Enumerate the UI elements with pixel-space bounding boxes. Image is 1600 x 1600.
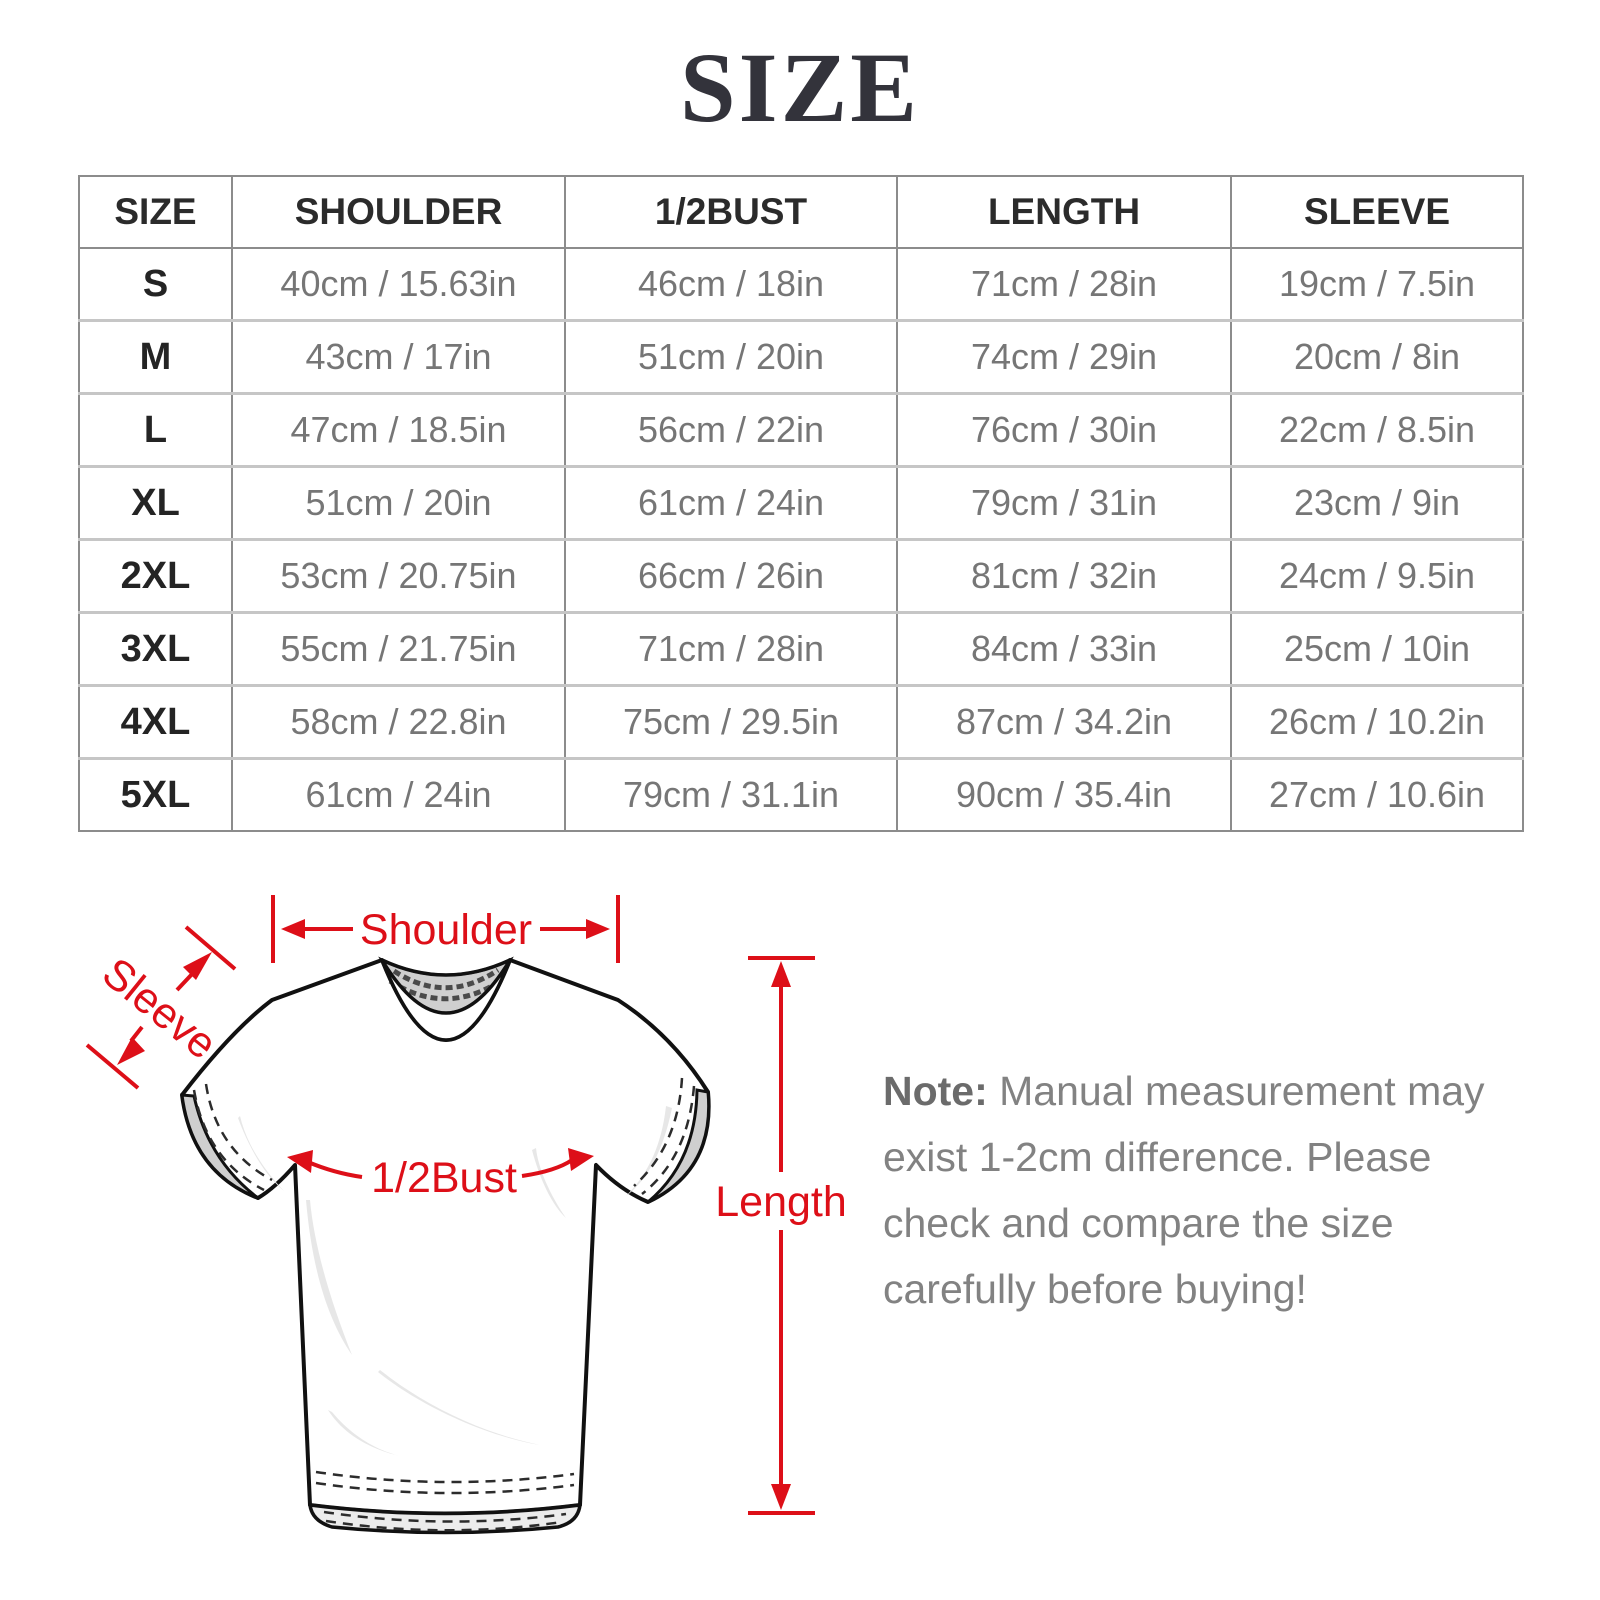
measure-cell: 46cm / 18in xyxy=(564,248,897,321)
right-cuff-opening xyxy=(647,1088,711,1204)
shoulder-arrowhead-right xyxy=(586,919,610,939)
measure-cell: 71cm / 28in xyxy=(564,611,897,686)
measure-cell: 22cm / 8.5in xyxy=(1230,392,1523,467)
collar-tape-stitch xyxy=(392,967,500,991)
measure-cell: 27cm / 10.6in xyxy=(1230,757,1523,831)
measure-cell: 47cm / 18.5in xyxy=(231,392,565,467)
measure-cell: 26cm / 10.2in xyxy=(1230,684,1523,759)
measure-cell: 19cm / 7.5in xyxy=(1230,248,1523,321)
right-cuff-stitch-2 xyxy=(633,1077,684,1187)
hem-stitch-upper-2 xyxy=(315,1481,575,1495)
bust-arrowhead-right xyxy=(568,1148,594,1171)
length-arrowhead-down xyxy=(771,1484,791,1510)
bust-arrowhead-left xyxy=(287,1150,313,1173)
bust-line-left xyxy=(307,1160,363,1179)
sleeve-lower-tick xyxy=(85,1043,140,1090)
table-row: M 43cm / 17in 51cm / 20in 74cm / 29in 20cm /… xyxy=(79,319,1523,394)
measure-cell: 66cm / 26in xyxy=(564,538,897,613)
table-row: L 47cm / 18.5in 56cm / 22in 76cm / 30in 22cm… xyxy=(79,392,1523,467)
sleeve-arrowhead-up xyxy=(183,952,212,980)
shoulder-label: Shoulder xyxy=(360,906,532,954)
size-table: SIZE SHOULDER 1/2BUST LENGTH SLEEVE S 40cm / … xyxy=(78,175,1524,832)
measure-cell: 75cm / 29.5in xyxy=(564,684,897,759)
back-neck-line xyxy=(381,958,511,977)
hem-fold xyxy=(307,1502,583,1535)
measure-cell: 56cm / 22in xyxy=(564,392,897,467)
measure-cell: 90cm / 35.4in xyxy=(896,757,1231,831)
sleeve-upper-tick xyxy=(184,925,237,971)
sleeve-label: Sleeve xyxy=(93,949,225,1069)
measure-cell: 23cm / 9in xyxy=(1230,465,1523,540)
wrinkle-right-chest xyxy=(532,1148,566,1218)
column-header: 1/2BUST xyxy=(564,176,897,249)
size-cell: 5XL xyxy=(79,757,232,831)
bust-label: 1/2Bust xyxy=(371,1154,517,1202)
size-cell: 2XL xyxy=(79,538,232,613)
header-row: SIZE SHOULDER 1/2BUST LENGTH SLEEVE xyxy=(79,176,1523,249)
measure-cell: 79cm / 31.1in xyxy=(564,757,897,831)
measure-cell: 40cm / 15.63in xyxy=(231,248,565,321)
column-header: SIZE xyxy=(79,176,232,249)
measure-cell: 61cm / 24in xyxy=(231,757,565,831)
size-cell: L xyxy=(79,392,232,467)
table-row: 4XL 58cm / 22.8in 75cm / 29.5in 87cm / 34.2… xyxy=(79,684,1523,759)
measure-cell: 25cm / 10in xyxy=(1230,611,1523,686)
measure-cell: 43cm / 17in xyxy=(231,319,565,394)
measure-cell: 55cm / 21.75in xyxy=(231,611,565,686)
length-label: Length xyxy=(715,1178,847,1226)
measure-cell: 20cm / 8in xyxy=(1230,319,1523,394)
measure-cell: 76cm / 30in xyxy=(896,392,1231,467)
size-cell: XL xyxy=(79,465,232,540)
wrinkle-right-sleeve xyxy=(626,1106,672,1196)
shoulder-measure: Shoulder xyxy=(271,895,620,963)
measure-cell: 51cm / 20in xyxy=(564,319,897,394)
measure-cell: 79cm / 31in xyxy=(896,465,1231,540)
left-cuff-stitch-2 xyxy=(204,1083,273,1182)
hem-stitch-upper xyxy=(315,1470,575,1484)
note-paragraph: Note: Manual measurement may exist 1-2cm… xyxy=(883,1058,1501,1322)
note-text: Manual measurement may exist 1-2cm diffe… xyxy=(883,1068,1485,1312)
sleeve-arrowhead-down xyxy=(117,1037,145,1065)
measure-cell: 53cm / 20.75in xyxy=(231,538,565,613)
bust-line-right xyxy=(521,1158,574,1178)
size-cell: M xyxy=(79,319,232,394)
hem-fold-stitch-2 xyxy=(325,1519,563,1532)
tshirt-illustration xyxy=(180,956,711,1535)
length-arrowhead-up xyxy=(771,961,791,987)
measure-cell: 74cm / 29in xyxy=(896,319,1231,394)
measure-cell: 71cm / 28in xyxy=(896,248,1231,321)
column-header: SLEEVE xyxy=(1230,176,1523,249)
size-table-head: SIZE SHOULDER 1/2BUST LENGTH SLEEVE xyxy=(79,176,1523,249)
table-row: 2XL 53cm / 20.75in 66cm / 26in 81cm / 32in 2… xyxy=(79,538,1523,613)
measure-cell: 61cm / 24in xyxy=(564,465,897,540)
size-cell: 3XL xyxy=(79,611,232,686)
wrinkle-left-chest xyxy=(306,1200,352,1355)
measure-cell: 24cm / 9.5in xyxy=(1230,538,1523,613)
column-header: SHOULDER xyxy=(231,176,565,249)
measure-cell: 51cm / 20in xyxy=(231,465,565,540)
shoulder-arrowhead-left xyxy=(281,919,305,939)
size-cell: 4XL xyxy=(79,684,232,759)
measure-cell: 58cm / 22.8in xyxy=(231,684,565,759)
table-row: 3XL 55cm / 21.75in 71cm / 28in 84cm / 33in 2… xyxy=(79,611,1523,686)
length-measure: Length xyxy=(715,956,847,1515)
page-title: SIZE xyxy=(680,32,920,143)
measure-cell: 81cm / 32in xyxy=(896,538,1231,613)
size-table-body: S 40cm / 15.63in 46cm / 18in 71cm / 28in 19c… xyxy=(79,248,1523,831)
tshirt-measurement-diagram: Shoulder Sleeve 1/2Bust xyxy=(85,895,847,1535)
column-header: LENGTH xyxy=(896,176,1231,249)
measure-cell: 84cm / 33in xyxy=(896,611,1231,686)
table-row: S 40cm / 15.63in 46cm / 18in 71cm / 28in 19c… xyxy=(79,248,1523,321)
bust-measure: 1/2Bust xyxy=(287,1148,594,1202)
table-row: XL 51cm / 20in 61cm / 24in 79cm / 31in 23cm … xyxy=(79,465,1523,540)
right-cuff-stitch xyxy=(641,1085,696,1195)
note-prefix: Note: xyxy=(883,1068,988,1114)
tshirt-outline xyxy=(180,958,711,1516)
size-cell: S xyxy=(142,262,169,305)
table-row: 5XL 61cm / 24in 79cm / 31.1in 90cm / 35.4in… xyxy=(79,757,1523,831)
measure-cell: 87cm / 34.2in xyxy=(896,684,1231,759)
hem-fold-stitch xyxy=(323,1510,567,1523)
